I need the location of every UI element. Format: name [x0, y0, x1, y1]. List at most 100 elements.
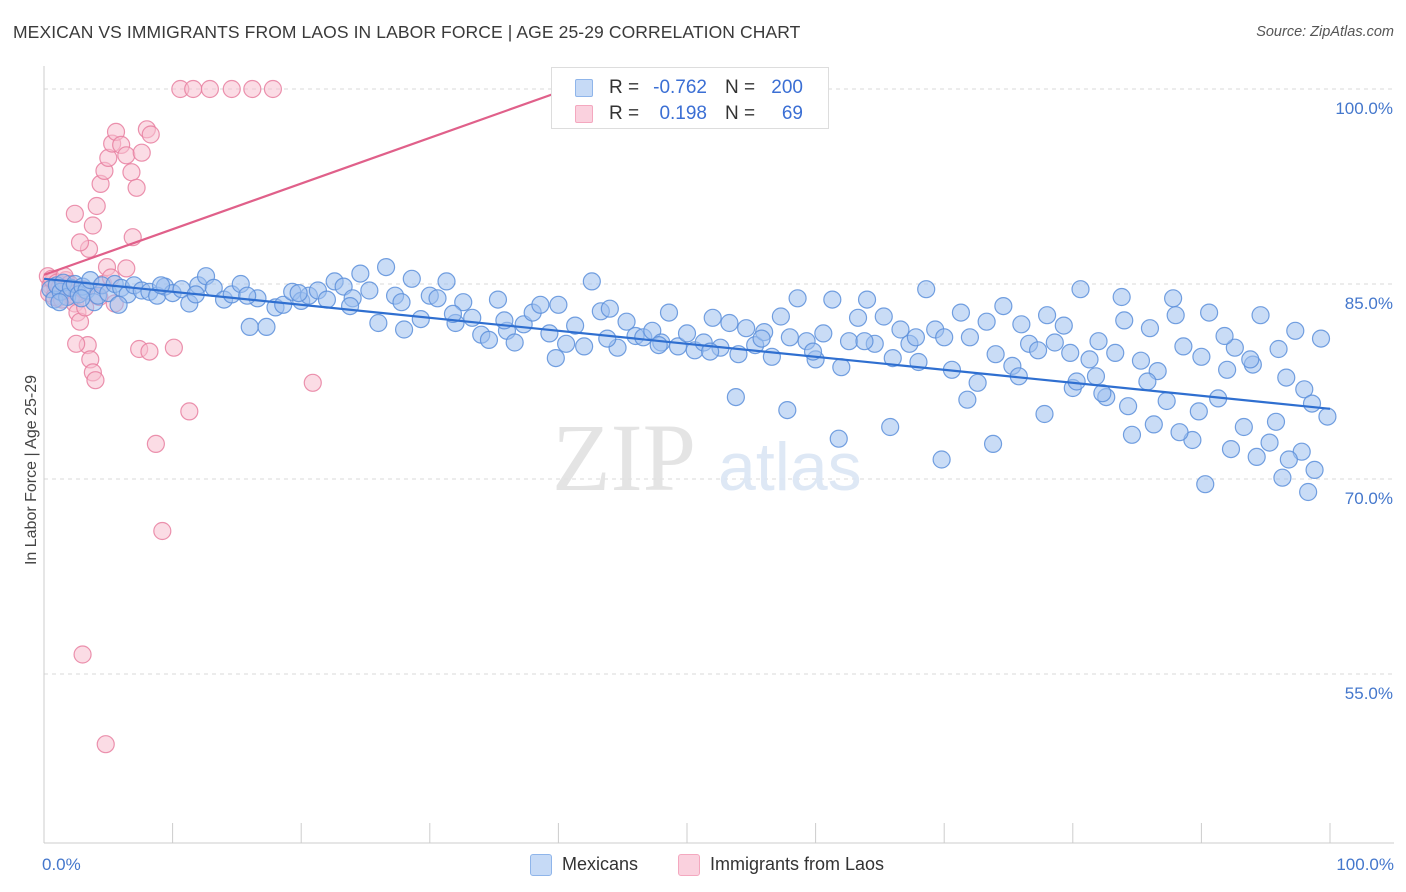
mexican-point	[437, 272, 456, 291]
mexican-point	[240, 317, 259, 336]
mexican-point	[600, 299, 619, 318]
mexican-point	[968, 373, 987, 392]
laos-point	[243, 79, 262, 99]
mexican-point	[488, 290, 508, 309]
mexican-point	[986, 345, 1005, 364]
mexican-point	[454, 293, 473, 312]
mexican-point	[1277, 368, 1296, 387]
mexican-point	[1061, 343, 1080, 362]
laos-points	[38, 79, 322, 754]
mexican-point	[1189, 402, 1208, 421]
mexican-point	[771, 307, 790, 326]
mexican-point	[780, 328, 799, 347]
mexican-point	[932, 450, 951, 469]
y-tick-label: 85.0%	[1345, 294, 1393, 313]
y-tick-label: 100.0%	[1335, 99, 1393, 118]
laos-point	[117, 259, 136, 278]
mexican-point	[50, 293, 69, 312]
mexican-point	[582, 272, 601, 291]
mexican-point	[649, 336, 668, 355]
mexican-point	[617, 312, 636, 331]
laos-point	[132, 143, 151, 162]
mexican-point	[1122, 425, 1142, 444]
mexican-point	[369, 313, 388, 333]
mexican-point	[958, 390, 977, 409]
mexican-point	[1138, 372, 1157, 391]
mexican-point	[1086, 367, 1106, 386]
mexican-point	[360, 281, 379, 300]
mexican-point	[1118, 397, 1138, 416]
mexican-point	[883, 349, 902, 368]
mexican-point	[505, 333, 524, 352]
mexican-point	[788, 289, 807, 308]
laos-point	[70, 233, 90, 252]
mexican-point	[394, 320, 414, 339]
mexican-points	[41, 258, 1337, 502]
y-tick-labels: 55.0% 70.0% 85.0% 100.0%	[1335, 99, 1393, 703]
axes	[43, 66, 1394, 844]
y-tick-label: 55.0%	[1345, 684, 1393, 703]
mexican-point	[839, 332, 859, 351]
laos-point	[263, 79, 283, 99]
mexican-point	[1273, 468, 1292, 487]
mexican-point	[257, 317, 276, 336]
mexican-point	[109, 295, 128, 314]
mexican-point	[951, 303, 971, 322]
laos-point	[83, 216, 102, 235]
mexican-point	[479, 330, 499, 349]
mexican-point	[531, 295, 550, 314]
mexican-point	[1241, 350, 1260, 369]
mexican-point	[983, 434, 1003, 453]
legend-r-label: R =	[609, 77, 640, 98]
laos-point	[153, 521, 172, 541]
mexican-point	[1054, 316, 1073, 335]
watermark: ZIP atlas	[552, 404, 862, 511]
mexican-point	[1299, 482, 1318, 502]
mexican-point	[1035, 404, 1054, 424]
mexican-point	[392, 293, 411, 312]
mexican-point	[402, 269, 421, 288]
mexican-point	[855, 332, 874, 351]
laos-point	[73, 645, 92, 664]
laos-point	[122, 163, 141, 182]
mexican-point	[1234, 417, 1253, 437]
mexican-point	[1028, 341, 1048, 360]
legend-label: Mexicans	[562, 854, 639, 874]
mexican-point	[659, 303, 679, 322]
mexican-point	[376, 258, 396, 277]
mexican-point	[1131, 351, 1151, 370]
mexican-point	[1286, 321, 1305, 340]
laos-point	[96, 735, 115, 754]
mexican-point	[1251, 306, 1270, 325]
laos-point	[87, 196, 106, 216]
mexican-point	[428, 289, 447, 308]
legend-swatch-pink	[575, 105, 593, 123]
mexican-point	[1140, 319, 1160, 338]
mexican-point	[906, 328, 926, 347]
mexican-point	[829, 429, 848, 448]
laos-point	[200, 79, 219, 99]
mexican-point	[598, 329, 617, 348]
mexican-point	[1302, 394, 1322, 413]
legend-r-label: R =	[609, 103, 640, 124]
laos-point	[140, 342, 159, 361]
mexican-point	[351, 264, 370, 283]
mexican-point	[575, 337, 594, 356]
mexican-trend-line	[43, 277, 1331, 410]
mexican-point	[1192, 347, 1211, 366]
legend-swatch-pink	[678, 854, 700, 876]
mexican-point	[1269, 339, 1288, 359]
mexican-point	[720, 313, 739, 333]
legend-row-laos: R = 0.198 N = 69	[552, 102, 828, 128]
mexican-point	[1012, 315, 1031, 334]
mexican-point	[677, 324, 697, 343]
mexican-point	[960, 328, 980, 347]
laos-point	[67, 334, 86, 353]
laos-point	[65, 204, 84, 223]
mexican-point	[1071, 280, 1090, 299]
mexican-point	[874, 307, 893, 326]
mexican-point	[411, 310, 430, 329]
mexican-point	[1221, 440, 1241, 459]
mexican-point	[848, 308, 868, 327]
mexican-point	[1080, 350, 1099, 369]
